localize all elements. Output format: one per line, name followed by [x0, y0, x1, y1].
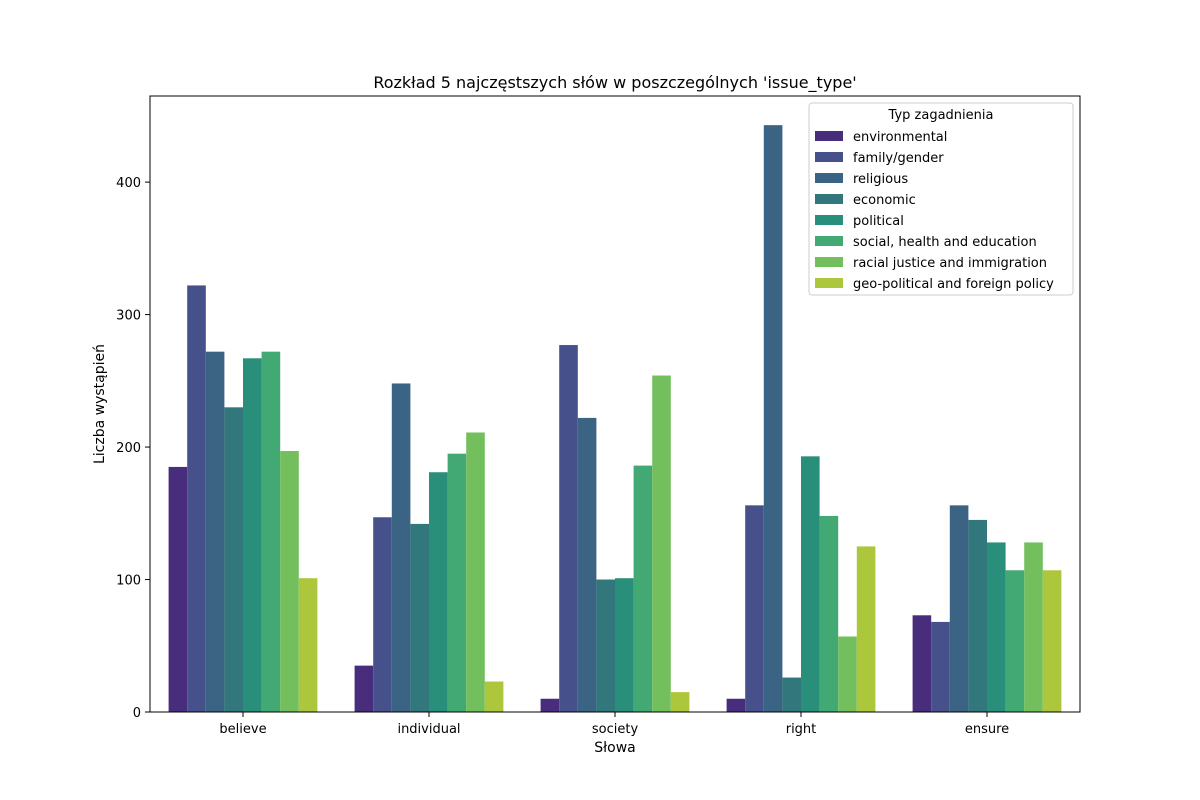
- bar-society-0: [540, 698, 560, 712]
- legend-swatch: [815, 215, 843, 225]
- x-tick-label: right: [786, 722, 817, 737]
- bar-ensure-0: [912, 615, 932, 712]
- x-tick-label: ensure: [965, 722, 1009, 737]
- legend-title: Typ zagadnienia: [888, 108, 994, 123]
- bar-individual-1: [373, 517, 392, 712]
- x-axis: believe individual society right ensure: [219, 712, 1009, 737]
- x-tick-label: believe: [219, 722, 266, 737]
- bar-ensure-3: [968, 519, 987, 712]
- bar-ensure-6: [1024, 542, 1043, 712]
- legend-swatch: [815, 236, 843, 246]
- legend-swatch: [815, 173, 843, 183]
- legend-swatch: [815, 278, 843, 288]
- bar-right-7: [856, 546, 876, 712]
- bar-individual-3: [410, 523, 429, 712]
- legend-label: economic: [853, 193, 916, 208]
- legend-swatch: [815, 257, 843, 267]
- legend-swatch: [815, 194, 843, 204]
- legend-frame: [808, 102, 1074, 296]
- bar-right-1: [745, 505, 764, 712]
- bar-ensure-5: [1005, 570, 1025, 712]
- legend-label: family/gender: [853, 151, 944, 166]
- bar-ensure-4: [987, 542, 1006, 712]
- bar-right-4: [801, 456, 820, 712]
- legend: Typ zagadnienia environmental family/gende…: [808, 102, 1074, 296]
- y-axis: 0 100 200 300 400: [116, 176, 150, 721]
- bar-believe-3: [224, 407, 243, 712]
- bar-believe-4: [243, 358, 262, 712]
- x-axis-label: Słowa: [594, 740, 635, 756]
- bar-believe-1: [187, 285, 206, 712]
- bar-right-5: [819, 515, 839, 712]
- y-tick-label: 300: [116, 309, 141, 324]
- y-tick-label: 100: [116, 574, 141, 589]
- x-tick-label: individual: [397, 722, 460, 737]
- bar-believe-6: [280, 451, 299, 712]
- bar-individual-0: [354, 665, 374, 712]
- bar-believe-2: [205, 351, 225, 712]
- y-axis-label: Liczba wystąpień: [92, 344, 108, 464]
- bar-believe-5: [261, 351, 281, 712]
- bar-right-3: [782, 677, 801, 712]
- bar-believe-7: [298, 578, 318, 712]
- y-tick-label: 200: [116, 441, 141, 456]
- legend-swatch: [815, 152, 843, 162]
- bar-right-2: [763, 125, 783, 712]
- x-tick-label: society: [592, 722, 639, 737]
- y-tick-label: 400: [116, 176, 141, 191]
- bar-society-4: [615, 578, 634, 712]
- bar-ensure-7: [1042, 570, 1062, 712]
- bar-individual-2: [391, 383, 411, 712]
- chart-title: Rozkład 5 najczęstszych słów w poszczegó…: [373, 73, 856, 93]
- bar-individual-7: [484, 681, 504, 712]
- bar-ensure-1: [931, 621, 950, 712]
- legend-label: environmental: [853, 130, 947, 145]
- bar-society-1: [559, 345, 578, 712]
- bar-society-2: [577, 417, 597, 712]
- legend-label: social, health and education: [853, 235, 1037, 250]
- bar-believe-0: [168, 466, 188, 712]
- legend-label: racial justice and immigration: [853, 256, 1047, 271]
- bar-society-5: [633, 465, 653, 712]
- bar-ensure-2: [949, 505, 969, 712]
- bar-individual-5: [447, 453, 467, 712]
- y-tick-label: 0: [133, 706, 141, 721]
- legend-label: political: [853, 214, 904, 229]
- bar-individual-4: [429, 472, 448, 712]
- bars-group: [168, 125, 1062, 712]
- bar-individual-6: [466, 432, 485, 712]
- legend-label: religious: [853, 172, 908, 187]
- bar-right-0: [726, 698, 746, 712]
- bar-society-7: [670, 692, 690, 712]
- bar-right-6: [838, 636, 857, 712]
- bar-society-6: [652, 375, 671, 712]
- bar-society-3: [596, 579, 615, 712]
- legend-swatch: [815, 131, 843, 141]
- legend-label: geo-political and foreign policy: [853, 277, 1054, 292]
